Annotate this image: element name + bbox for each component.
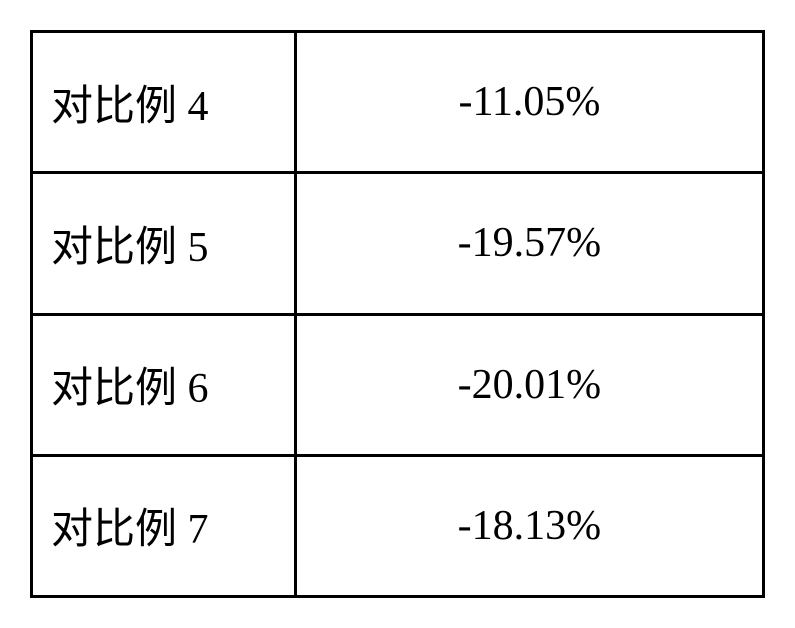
row-value: -20.01% [295, 314, 763, 455]
table-row: 对比例 4 -11.05% [32, 32, 764, 173]
table-row: 对比例 7 -18.13% [32, 455, 764, 596]
row-value: -18.13% [295, 455, 763, 596]
row-label: 对比例 6 [32, 314, 296, 455]
table-row: 对比例 6 -20.01% [32, 314, 764, 455]
row-label: 对比例 7 [32, 455, 296, 596]
row-value: -19.57% [295, 173, 763, 314]
row-label: 对比例 4 [32, 32, 296, 173]
table-row: 对比例 5 -19.57% [32, 173, 764, 314]
row-label: 对比例 5 [32, 173, 296, 314]
row-value: -11.05% [295, 32, 763, 173]
comparison-table: 对比例 4 -11.05% 对比例 5 -19.57% 对比例 6 -20.01… [30, 30, 765, 598]
